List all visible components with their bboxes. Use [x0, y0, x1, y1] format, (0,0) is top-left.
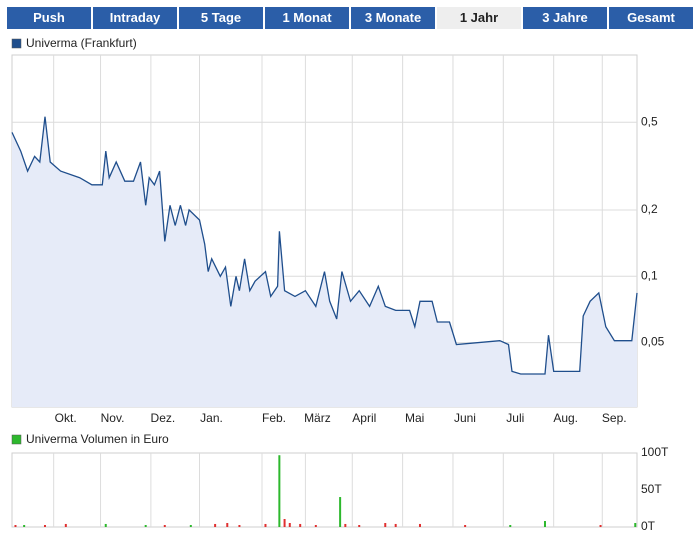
x-tick-label: Dez.	[151, 411, 176, 425]
x-tick-label: März	[304, 411, 331, 425]
volume-bar	[299, 523, 302, 527]
y-tick-label: 0,05	[641, 335, 665, 349]
x-tick-label: Sep.	[602, 411, 627, 425]
y-tick-label: 50T	[641, 482, 662, 496]
tab[interactable]: Gesamt	[609, 7, 693, 29]
x-tick-label: Juni	[454, 411, 476, 425]
x-tick-label: Jan.	[200, 411, 223, 425]
legend-label: Univerma Volumen in Euro	[26, 432, 169, 446]
tab[interactable]: 1 Monat	[265, 7, 349, 29]
plot-frame	[11, 452, 638, 528]
tab[interactable]: Push	[7, 7, 91, 29]
legend-label: Univerma (Frankfurt)	[26, 36, 137, 50]
x-tick-label: Feb.	[262, 411, 286, 425]
volume-bar	[64, 523, 67, 527]
tab[interactable]: 1 Jahr	[437, 7, 521, 29]
tab[interactable]: Intraday	[93, 7, 177, 29]
volume-bar	[278, 455, 281, 527]
volume-bar	[238, 525, 241, 527]
x-tick-label: Nov.	[101, 411, 125, 425]
volume-bar	[23, 525, 26, 527]
volume-bar	[288, 523, 291, 527]
volume-bar	[189, 525, 192, 527]
y-tick-label: 100T	[641, 445, 669, 459]
volume-bar	[339, 497, 342, 527]
tab-bar: Push Intraday 5 Tage 1 Monat 3 Monate 1 Jahr 3…	[7, 7, 693, 29]
x-tick-label: Okt.	[55, 411, 77, 425]
tab[interactable]: 5 Tage	[179, 7, 263, 29]
y-tick-label: 0T	[641, 519, 656, 533]
volume-bar	[104, 523, 107, 527]
x-tick-label: Juli	[506, 411, 524, 425]
volume-bar	[214, 523, 217, 527]
x-tick-label: Mai	[405, 411, 424, 425]
legend-swatch	[11, 434, 22, 445]
y-tick-label: 0,1	[641, 268, 658, 282]
tab[interactable]: 3 Jahre	[523, 7, 607, 29]
y-tick-label: 0,2	[641, 202, 658, 216]
volume-bar	[358, 525, 361, 527]
volume-bar	[384, 523, 387, 527]
volume-bar	[43, 525, 46, 527]
volume-bar	[543, 521, 546, 527]
y-tick-label: 0,5	[641, 114, 658, 128]
area-fill	[12, 116, 637, 407]
volume-bar	[599, 525, 602, 527]
volume-bar	[314, 525, 317, 527]
volume-bar	[394, 523, 397, 527]
volume-bar	[226, 523, 229, 527]
volume-bar	[144, 525, 147, 527]
price-line	[11, 116, 638, 375]
legend-swatch	[11, 38, 22, 49]
volume-bar	[163, 525, 166, 527]
volume-bar	[634, 523, 637, 527]
volume-bar	[14, 525, 17, 527]
volume-bar	[418, 523, 421, 527]
volume-bar	[464, 525, 467, 527]
volume-bar	[509, 525, 512, 527]
volume-bar	[264, 523, 267, 527]
volume-bar	[283, 519, 286, 527]
tab[interactable]: 3 Monate	[351, 7, 435, 29]
volume-bar	[344, 523, 347, 527]
x-tick-label: April	[352, 411, 376, 425]
x-tick-label: Aug.	[553, 411, 578, 425]
